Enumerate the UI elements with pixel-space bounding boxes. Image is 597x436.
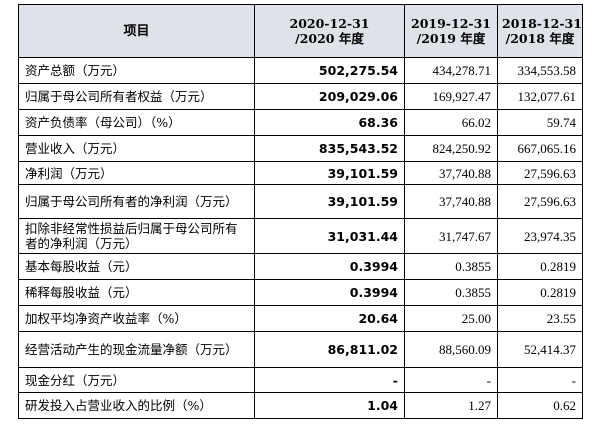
value-2018: 59.74 bbox=[497, 109, 583, 136]
header-2020: 2020-12-31 /2020 年度 bbox=[254, 4, 405, 58]
value-2019: 88,560.09 bbox=[404, 331, 498, 368]
value-2019: 1.27 bbox=[404, 392, 498, 419]
value-2019: 0.3855 bbox=[404, 279, 498, 306]
header-2019: 2019-12-31 /2019 年度 bbox=[404, 4, 498, 58]
value-2020: 209,029.06 bbox=[254, 83, 405, 110]
table-row: 归属于母公司所有者的净利润（万元） 39,101.59 37,740.88 27… bbox=[18, 184, 583, 219]
header-2019-date: 2019-12-31 bbox=[411, 16, 491, 31]
row-label: 研发投入占营业收入的比例（%） bbox=[18, 392, 255, 419]
value-2020: 502,275.54 bbox=[254, 57, 405, 84]
table-header-row: 项目 2020-12-31 /2020 年度 2019-12-31 /2019 … bbox=[18, 4, 583, 58]
financial-indicators-table: 项目 2020-12-31 /2020 年度 2019-12-31 /2019 … bbox=[18, 4, 583, 419]
value-2019: 25.00 bbox=[404, 305, 498, 332]
value-2020: 68.36 bbox=[254, 109, 405, 136]
row-label: 现金分红（万元） bbox=[18, 367, 255, 393]
table-row: 净利润（万元） 39,101.59 37,740.88 27,596.63 bbox=[18, 161, 583, 185]
value-2020: 39,101.59 bbox=[254, 161, 405, 185]
value-2018: 667,065.16 bbox=[497, 135, 583, 162]
row-label: 归属于母公司所有者权益（万元） bbox=[18, 83, 255, 110]
value-2018: 334,553.58 bbox=[497, 57, 583, 84]
header-2019-year: /2019 年度 bbox=[416, 31, 486, 46]
row-label: 资产总额（万元） bbox=[18, 57, 255, 84]
value-2019: 824,250.92 bbox=[404, 135, 498, 162]
value-2020: - bbox=[254, 367, 405, 393]
header-item: 项目 bbox=[18, 4, 255, 58]
value-2018: 27,596.63 bbox=[497, 161, 583, 185]
header-2018-year: /2018 年度 bbox=[505, 31, 575, 46]
row-label: 稀释每股收益（元） bbox=[18, 279, 255, 306]
table-row: 基本每股收益（元） 0.3994 0.3855 0.2819 bbox=[18, 253, 583, 280]
value-2020: 0.3994 bbox=[254, 279, 405, 306]
value-2020: 31,031.44 bbox=[254, 218, 405, 254]
value-2019: - bbox=[404, 367, 498, 393]
table-row: 现金分红（万元） - - - bbox=[18, 367, 583, 393]
table-row: 归属于母公司所有者权益（万元） 209,029.06 169,927.47 13… bbox=[18, 83, 583, 110]
row-label: 营业收入（万元） bbox=[18, 135, 255, 162]
value-2018: 27,596.63 bbox=[497, 184, 583, 219]
value-2020: 39,101.59 bbox=[254, 184, 405, 219]
value-2019: 37,740.88 bbox=[404, 184, 498, 219]
value-2018: - bbox=[497, 367, 583, 393]
value-2020: 1.04 bbox=[254, 392, 405, 419]
value-2018: 0.2819 bbox=[497, 253, 583, 280]
value-2018: 23.55 bbox=[497, 305, 583, 332]
row-label: 加权平均净资产收益率（%） bbox=[18, 305, 255, 332]
value-2018: 0.2819 bbox=[497, 279, 583, 306]
value-2018: 52,414.37 bbox=[497, 331, 583, 368]
value-2019: 169,927.47 bbox=[404, 83, 498, 110]
header-2020-date: 2020-12-31 bbox=[289, 16, 370, 31]
row-label: 归属于母公司所有者的净利润（万元） bbox=[18, 184, 255, 219]
value-2020: 86,811.02 bbox=[254, 331, 405, 368]
value-2018: 23,974.35 bbox=[497, 218, 583, 254]
table-row: 扣除非经常性损益后归属于母公司所有者的净利润（万元） 31,031.44 31,… bbox=[18, 218, 583, 254]
table-row: 经营活动产生的现金流量净额（万元） 86,811.02 88,560.09 52… bbox=[18, 331, 583, 368]
value-2019: 0.3855 bbox=[404, 253, 498, 280]
row-label: 基本每股收益（元） bbox=[18, 253, 255, 280]
header-2018: 2018-12-31 /2018 年度 bbox=[497, 4, 583, 58]
table-row: 加权平均净资产收益率（%） 20.64 25.00 23.55 bbox=[18, 305, 583, 332]
table-row: 稀释每股收益（元） 0.3994 0.3855 0.2819 bbox=[18, 279, 583, 306]
table-row: 营业收入（万元） 835,543.52 824,250.92 667,065.1… bbox=[18, 135, 583, 162]
header-2020-year: /2020 年度 bbox=[295, 31, 364, 46]
value-2019: 37,740.88 bbox=[404, 161, 498, 185]
value-2018: 0.62 bbox=[497, 392, 583, 419]
row-label: 扣除非经常性损益后归属于母公司所有者的净利润（万元） bbox=[18, 218, 255, 254]
value-2020: 0.3994 bbox=[254, 253, 405, 280]
value-2018: 132,077.61 bbox=[497, 83, 583, 110]
value-2019: 434,278.71 bbox=[404, 57, 498, 84]
table-row: 研发投入占营业收入的比例（%） 1.04 1.27 0.62 bbox=[18, 392, 583, 419]
header-2018-date: 2018-12-31 bbox=[502, 16, 582, 31]
value-2020: 835,543.52 bbox=[254, 135, 405, 162]
value-2019: 66.02 bbox=[404, 109, 498, 136]
value-2019: 31,747.67 bbox=[404, 218, 498, 254]
row-label: 资产负债率（母公司）（%） bbox=[18, 109, 255, 136]
table-row: 资产负债率（母公司）（%） 68.36 66.02 59.74 bbox=[18, 109, 583, 136]
row-label: 净利润（万元） bbox=[18, 161, 255, 185]
table-row: 资产总额（万元） 502,275.54 434,278.71 334,553.5… bbox=[18, 57, 583, 84]
value-2020: 20.64 bbox=[254, 305, 405, 332]
row-label: 经营活动产生的现金流量净额（万元） bbox=[18, 331, 255, 368]
